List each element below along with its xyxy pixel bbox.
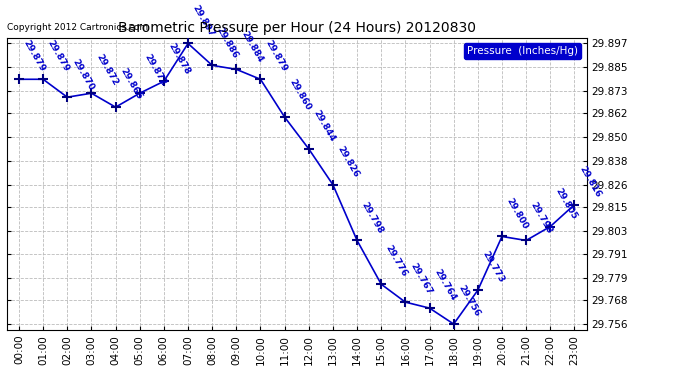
Text: 29.767: 29.767 (408, 262, 433, 297)
Text: 29.897: 29.897 (191, 3, 216, 38)
Text: 29.798: 29.798 (360, 200, 385, 235)
Text: 29.776: 29.776 (384, 244, 409, 279)
Text: Copyright 2012 Cartronics.com: Copyright 2012 Cartronics.com (7, 22, 148, 32)
Text: 29.872: 29.872 (143, 53, 168, 88)
Text: 29.884: 29.884 (239, 29, 264, 64)
Text: 29.773: 29.773 (481, 250, 506, 285)
Text: 29.798: 29.798 (529, 200, 554, 235)
Text: 29.872: 29.872 (95, 53, 119, 88)
Text: 29.860: 29.860 (288, 77, 313, 111)
Text: 29.879: 29.879 (264, 39, 288, 74)
Text: 29.870: 29.870 (70, 57, 95, 92)
Text: 29.756: 29.756 (457, 284, 482, 318)
Text: 29.879: 29.879 (22, 39, 47, 74)
Text: 29.879: 29.879 (46, 39, 71, 74)
Text: 29.886: 29.886 (215, 25, 240, 60)
Legend: Pressure  (Inches/Hg): Pressure (Inches/Hg) (464, 43, 581, 59)
Text: 29.816: 29.816 (578, 165, 602, 199)
Text: 29.826: 29.826 (336, 145, 361, 179)
Text: 29.800: 29.800 (505, 196, 530, 231)
Text: 29.865: 29.865 (119, 67, 144, 102)
Text: 29.844: 29.844 (312, 108, 337, 143)
Text: 29.805: 29.805 (553, 186, 578, 221)
Text: 29.764: 29.764 (433, 268, 457, 303)
Text: 29.878: 29.878 (167, 41, 192, 76)
Title: Barometric Pressure per Hour (24 Hours) 20120830: Barometric Pressure per Hour (24 Hours) … (118, 21, 475, 35)
